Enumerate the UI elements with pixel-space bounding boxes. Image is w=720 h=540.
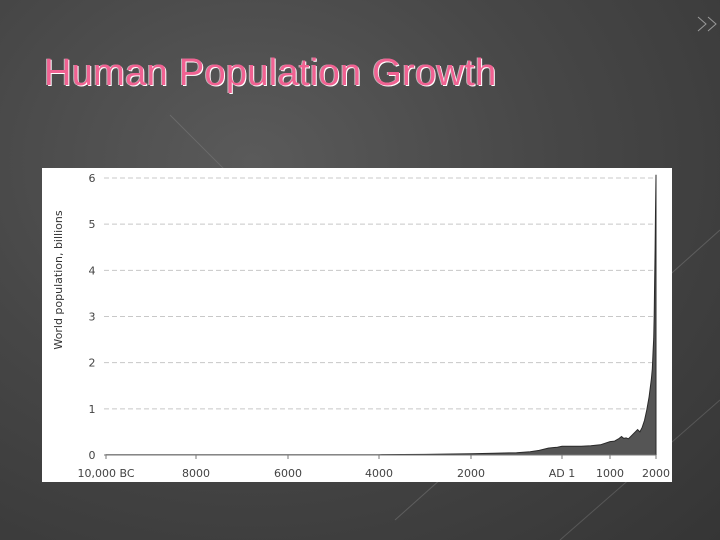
x-tick-label: 2000 xyxy=(642,467,670,480)
x-tick-label: 4000 xyxy=(365,467,393,480)
y-axis-title: World population, billions xyxy=(52,210,65,350)
x-tick-label: 8000 xyxy=(182,467,210,480)
y-tick-label: 3 xyxy=(89,311,96,324)
population-area xyxy=(105,174,657,456)
population-chart: 0 1 2 3 4 5 6 10,000 BC 8000 6000 4000 2000 AD 1 1000… xyxy=(42,168,672,482)
x-tick-label: 1000 xyxy=(596,467,624,480)
x-tick-label: 2000 xyxy=(457,467,485,480)
y-tick-label: 4 xyxy=(89,264,96,277)
slide-title: Human Population Growth xyxy=(44,52,497,94)
y-tick-label: 2 xyxy=(89,357,96,370)
y-tick-label: 5 xyxy=(89,218,96,231)
y-tick-label: 0 xyxy=(89,449,96,462)
y-tick-label: 6 xyxy=(89,172,96,185)
x-tick-label: 6000 xyxy=(274,467,302,480)
x-tick-label: AD 1 xyxy=(549,467,576,480)
chart-canvas: 0 1 2 3 4 5 6 10,000 BC 8000 6000 4000 2000 AD 1 1000… xyxy=(77,172,670,480)
y-tick-label: 1 xyxy=(89,403,96,416)
x-tick-label: 10,000 BC xyxy=(77,467,134,480)
